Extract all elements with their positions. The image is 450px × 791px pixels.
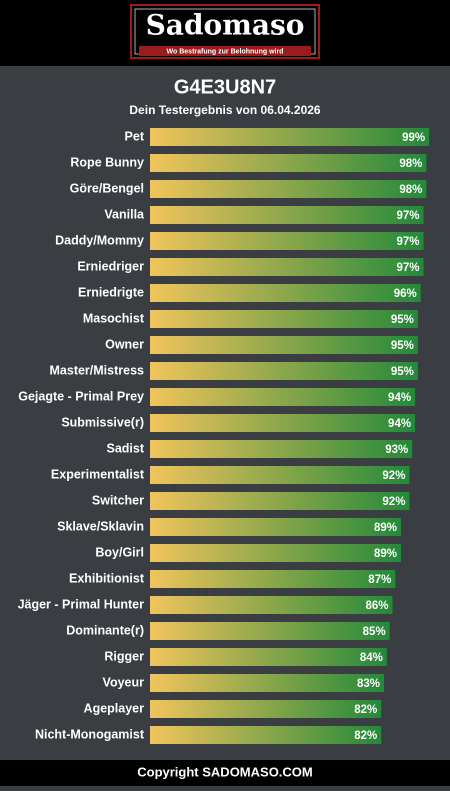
bar <box>150 362 418 380</box>
bar <box>150 180 427 198</box>
value-label: 82% <box>354 704 377 716</box>
category-label: Göre/Bengel <box>70 181 144 195</box>
value-label: 95% <box>391 366 414 378</box>
category-label: Rope Bunny <box>70 155 144 169</box>
category-label: Gejagte - Primal Prey <box>18 389 144 403</box>
category-label: Submissive(r) <box>61 415 144 429</box>
value-label: 94% <box>388 418 411 430</box>
category-label: Exhibitionist <box>69 571 145 585</box>
value-label: 97% <box>397 236 420 248</box>
value-label: 82% <box>354 730 377 742</box>
value-label: 87% <box>368 574 391 586</box>
value-label: 92% <box>382 470 405 482</box>
value-label: 95% <box>391 340 414 352</box>
category-label: Master/Mistress <box>50 363 145 377</box>
bar <box>150 570 396 588</box>
bar <box>150 388 416 406</box>
value-label: 96% <box>394 288 417 300</box>
value-label: 98% <box>399 158 422 170</box>
bar <box>150 310 418 328</box>
value-label: 99% <box>402 132 425 144</box>
chart-title: G4E3U8N7 <box>174 76 276 98</box>
category-label: Jäger - Primal Hunter <box>18 597 145 611</box>
bar <box>150 544 401 562</box>
value-label: 98% <box>399 184 422 196</box>
category-label: Switcher <box>92 493 144 507</box>
bar <box>150 648 387 666</box>
bar <box>150 258 424 276</box>
category-label: Owner <box>105 337 144 351</box>
bar <box>150 674 385 692</box>
bar <box>150 596 393 614</box>
category-label: Sklave/Sklavin <box>57 519 144 533</box>
category-label: Daddy/Mommy <box>55 233 144 247</box>
bar <box>150 492 410 510</box>
category-label: Erniedrigte <box>78 285 144 299</box>
value-label: 93% <box>385 444 408 456</box>
bar <box>150 700 382 718</box>
value-label: 95% <box>391 314 414 326</box>
category-label: Masochist <box>83 311 145 325</box>
chart-subtitle: Dein Testergebnis von 06.04.2026 <box>129 103 321 117</box>
bar <box>150 466 410 484</box>
value-label: 89% <box>374 548 397 560</box>
bar <box>150 128 430 146</box>
tagline-band <box>139 46 311 56</box>
footer-copyright: Copyright SADOMASO.COM <box>137 764 313 779</box>
value-label: 84% <box>360 652 383 664</box>
value-label: 86% <box>365 600 388 612</box>
bar <box>150 726 382 744</box>
category-label: Erniedriger <box>77 259 144 273</box>
bar <box>150 154 427 172</box>
category-label: Nicht-Monogamist <box>35 727 145 741</box>
bar <box>150 622 390 640</box>
bar <box>150 232 424 250</box>
bar <box>150 336 418 354</box>
bar <box>150 206 424 224</box>
value-label: 97% <box>397 210 420 222</box>
value-label: 85% <box>363 626 386 638</box>
category-label: Sadist <box>106 441 144 455</box>
tagline: Wo Bestrafung zur Belohnung wird <box>167 48 284 55</box>
category-label: Rigger <box>104 649 144 663</box>
value-label: 92% <box>382 496 405 508</box>
bar <box>150 284 421 302</box>
logo: Sadomaso <box>146 9 305 42</box>
value-label: 83% <box>357 678 380 690</box>
value-label: 97% <box>397 262 420 274</box>
category-label: Experimentalist <box>51 467 145 481</box>
category-label: Pet <box>125 129 145 143</box>
bar <box>150 518 401 536</box>
footer-band <box>0 760 450 786</box>
category-label: Boy/Girl <box>95 545 144 559</box>
category-label: Vanilla <box>104 207 145 221</box>
category-label: Dominante(r) <box>66 623 144 637</box>
value-label: 94% <box>388 392 411 404</box>
category-label: Ageplayer <box>84 701 145 715</box>
value-label: 89% <box>374 522 397 534</box>
category-label: Voyeur <box>103 675 145 689</box>
bar <box>150 440 413 458</box>
bar <box>150 414 416 432</box>
